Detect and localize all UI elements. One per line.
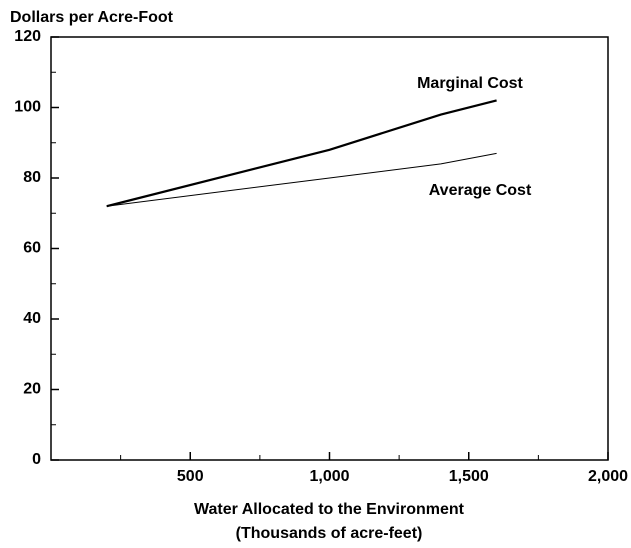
- x-tick-label: 2,000: [588, 468, 628, 485]
- line: [106, 99, 497, 208]
- y-tick-label: 120: [14, 28, 41, 45]
- y-tick-label: 40: [23, 310, 41, 327]
- x-tick-label: 1,500: [449, 468, 489, 485]
- x-tick-label: 1,000: [309, 468, 349, 485]
- y-tick-label: 100: [14, 99, 41, 116]
- x-axis-label: Water Allocated to the Environment: [194, 501, 465, 518]
- series-label: Marginal Cost: [417, 75, 523, 92]
- series-label: Average Cost: [429, 182, 532, 199]
- y-axis-label: Dollars per Acre-Foot: [10, 9, 174, 26]
- y-tick-label: 80: [23, 169, 41, 186]
- x-tick-label: 500: [177, 468, 204, 485]
- plot-frame: [50, 36, 609, 461]
- line: [106, 152, 497, 207]
- x-axis-label: (Thousands of acre-feet): [236, 525, 423, 542]
- y-tick-label: 0: [32, 451, 41, 468]
- y-tick-label: 60: [23, 240, 41, 257]
- y-tick-label: 20: [23, 381, 41, 398]
